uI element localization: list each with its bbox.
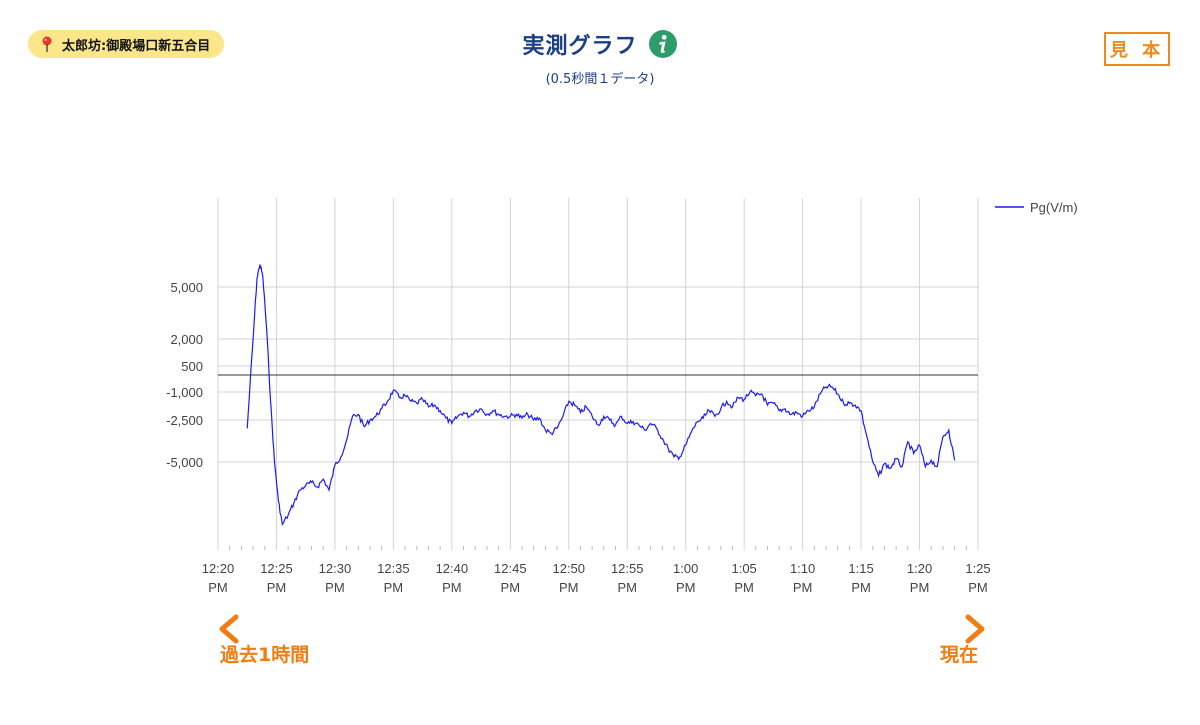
- legend-label: Pg(V/m): [1030, 200, 1078, 215]
- x-tick-label-ampm: PM: [384, 580, 404, 595]
- x-tick-label: 12:30: [319, 561, 352, 576]
- timeline-past-label: 過去1時間: [220, 644, 310, 666]
- x-tick-label-ampm: PM: [559, 580, 579, 595]
- arrow-left-head: [219, 614, 239, 644]
- x-tick-label: 1:15: [848, 561, 873, 576]
- timeline-arrow: [219, 614, 985, 644]
- x-tick-label-ampm: PM: [442, 580, 462, 595]
- y-tick-label: 2,000: [170, 332, 203, 347]
- y-tick-label: -2,500: [166, 413, 203, 428]
- arrow-right-head: [965, 614, 985, 644]
- x-tick-label-ampm: PM: [968, 580, 988, 595]
- page-title: 実測グラフ: [522, 34, 638, 59]
- x-tick-label: 1:20: [907, 561, 932, 576]
- x-tick-label: 12:20: [202, 561, 235, 576]
- x-tick-label-ampm: PM: [208, 580, 228, 595]
- x-tick-label: 1:00: [673, 561, 698, 576]
- series-line: [246, 264, 956, 526]
- x-tick-label-ampm: PM: [851, 580, 871, 595]
- x-tick-label-ampm: PM: [676, 580, 696, 595]
- y-tick-label: 500: [181, 359, 203, 374]
- location-pill[interactable]: 太郎坊:御殿場口新五合目: [28, 30, 225, 58]
- x-tick-label-ampm: PM: [325, 580, 345, 595]
- y-tick-label: -5,000: [166, 455, 203, 470]
- header: 実測グラフ (0.5秒間１データ): [0, 28, 1200, 87]
- x-tick-label-ampm: PM: [617, 580, 637, 595]
- y-tick-label: -1,000: [166, 385, 203, 400]
- x-tick-label: 12:55: [611, 561, 644, 576]
- x-tick-label-ampm: PM: [501, 580, 521, 595]
- x-tick-label: 1:10: [790, 561, 815, 576]
- info-icon[interactable]: [648, 29, 678, 59]
- location-label: 太郎坊:御殿場口新五合目: [62, 38, 211, 54]
- x-tick-label-ampm: PM: [910, 580, 930, 595]
- sample-badge: 見 本: [1104, 32, 1170, 66]
- x-tick-label: 1:25: [965, 561, 990, 576]
- y-tick-label: 5,000: [170, 280, 203, 295]
- x-tick-label-ampm: PM: [734, 580, 754, 595]
- x-tick-label: 12:25: [260, 561, 293, 576]
- x-tick-label-ampm: PM: [793, 580, 813, 595]
- x-tick-label-ampm: PM: [267, 580, 287, 595]
- page-subtitle: (0.5秒間１データ): [545, 72, 655, 87]
- x-tick-label: 12:35: [377, 561, 410, 576]
- x-tick-label: 12:40: [436, 561, 469, 576]
- x-tick-label: 1:05: [731, 561, 756, 576]
- x-tick-label: 12:50: [552, 561, 585, 576]
- timeline-now-label: 現在: [940, 644, 979, 666]
- x-tick-label: 12:45: [494, 561, 527, 576]
- map-pin-icon: [42, 36, 52, 52]
